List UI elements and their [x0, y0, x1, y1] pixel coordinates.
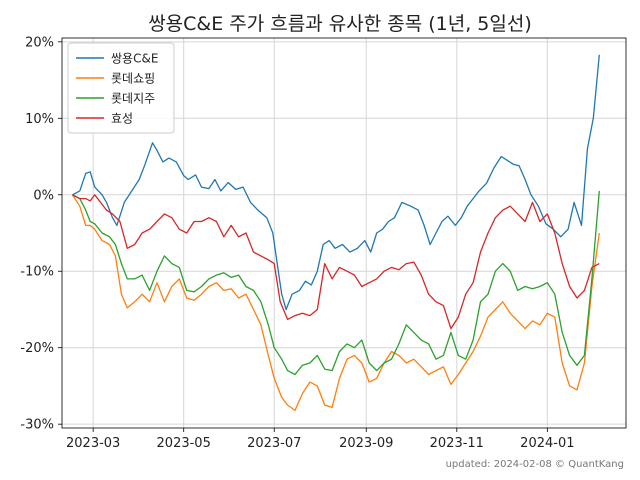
legend-box: [67, 42, 175, 134]
x-axis-ticks: 2023-03 2023-05 2023-07 2023-09 2023-11 2024-…: [66, 428, 575, 451]
plot-frame: [61, 37, 627, 429]
series-line-2: [72, 190, 600, 376]
y-tick-label: -10%: [20, 265, 54, 280]
y-tick-label: 10%: [25, 112, 54, 127]
y-tick-label: 0%: [33, 188, 54, 203]
x-tick-label: 2023-11: [430, 436, 484, 451]
y-tick-label: -20%: [20, 341, 54, 356]
series-line-1: [71, 194, 600, 412]
x-tick-label: 2023-03: [66, 436, 120, 451]
chart-title: 쌍용C&E 주가 흐름과 유사한 종목 (1년, 5일선): [148, 13, 532, 35]
series-line-3: [72, 194, 600, 330]
x-tick-label: 2023-09: [339, 436, 393, 451]
legend-label: 쌍용C&E: [111, 52, 158, 66]
legend-label: 롯데지주: [111, 92, 155, 106]
footer-note: updated: 2024-02-08 © QuantKang: [446, 459, 624, 470]
series-line-0: [72, 54, 600, 311]
x-tick-label: 2023-07: [247, 436, 301, 451]
legend-label: 효성: [111, 112, 133, 126]
x-tick-label: 2024-01: [520, 436, 574, 451]
y-tick-label: -30%: [20, 418, 54, 433]
y-tick-label: 20%: [25, 35, 54, 50]
series-lines: [71, 54, 600, 412]
y-axis-ticks: 20% 10% 0% -10% -20% -30%: [20, 35, 62, 433]
x-tick-label: 2023-05: [157, 436, 211, 451]
legend-label: 롯데쇼핑: [111, 72, 155, 86]
